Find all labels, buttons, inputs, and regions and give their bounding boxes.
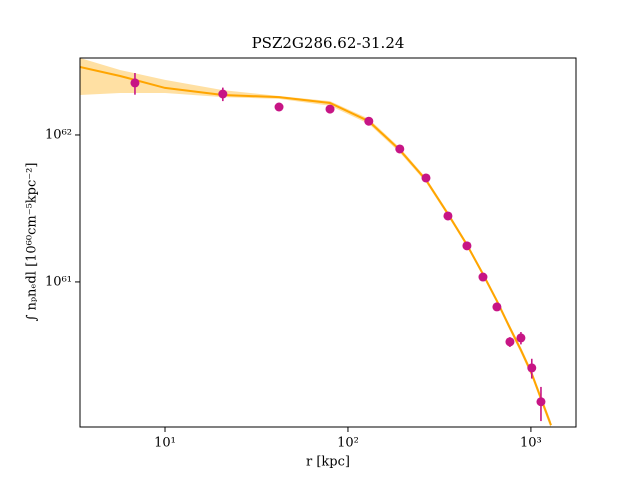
- data-point: [478, 272, 488, 282]
- y-tick-label: 10⁶¹: [45, 274, 72, 289]
- data-point: [527, 363, 537, 373]
- data-point: [505, 337, 515, 347]
- data-point: [462, 241, 472, 251]
- x-tick-label: 10²: [337, 436, 359, 451]
- data-point: [218, 89, 228, 99]
- x-tick-label: 10¹: [154, 436, 176, 451]
- data-point: [421, 173, 431, 183]
- data-point: [274, 102, 284, 112]
- data-point: [516, 333, 526, 343]
- x-axis-label: r [kpc]: [306, 455, 350, 470]
- data-point: [536, 397, 546, 407]
- y-tick-label: 10⁶²: [45, 127, 72, 142]
- data-point: [364, 116, 374, 126]
- x-tick-label: 10³: [520, 436, 542, 451]
- model-line: [80, 66, 552, 426]
- data-point: [443, 211, 453, 221]
- plot-frame: [79, 57, 577, 428]
- chart-title: PSZ2G286.62-31.24: [252, 34, 405, 52]
- data-point: [492, 302, 502, 312]
- y-axis-label: ∫ nₚnₑdl [10⁶⁰cm⁻⁵kpc⁻²]: [25, 163, 40, 322]
- data-point: [395, 144, 405, 154]
- data-point: [325, 104, 335, 114]
- data-point: [130, 78, 140, 88]
